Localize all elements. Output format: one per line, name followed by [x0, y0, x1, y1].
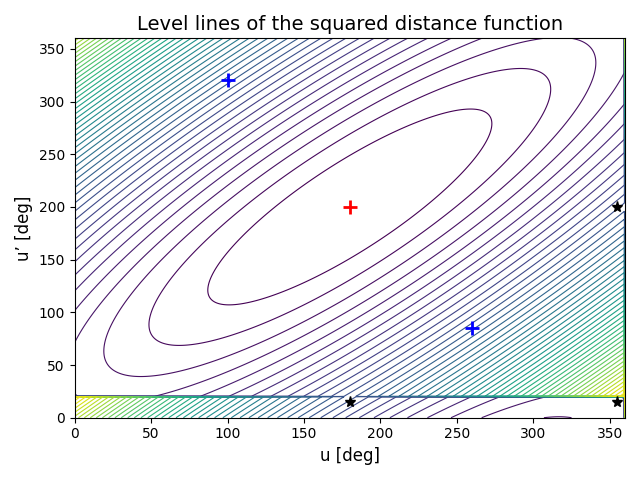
X-axis label: u [deg]: u [deg] — [320, 447, 380, 465]
Title: Level lines of the squared distance function: Level lines of the squared distance func… — [137, 15, 563, 34]
Y-axis label: u’ [deg]: u’ [deg] — [15, 195, 33, 261]
